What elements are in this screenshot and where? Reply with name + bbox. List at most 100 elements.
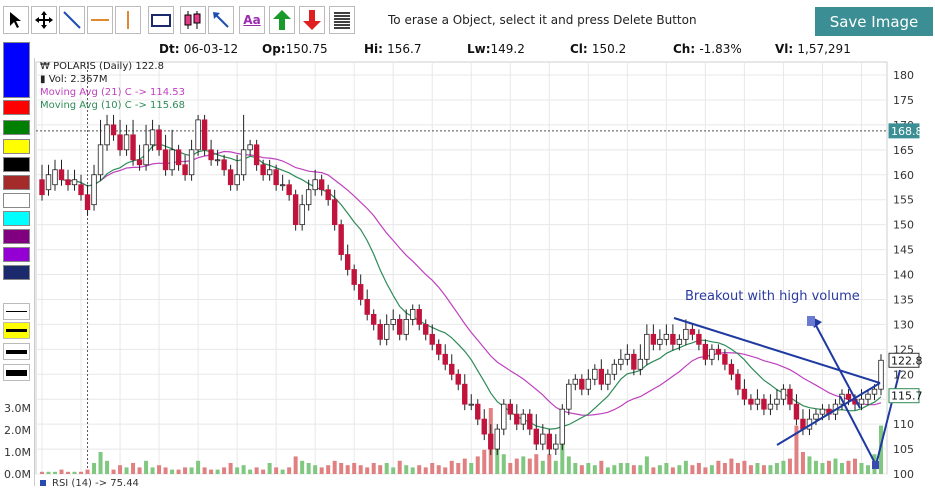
candle-down (221, 159, 227, 171)
volume-bar (79, 471, 84, 474)
ohlc-open: Op:150.75 (262, 42, 328, 56)
volume-bar (170, 469, 175, 474)
candle-up (45, 174, 52, 191)
horizontal-line-icon (91, 19, 109, 21)
volume-bar (222, 467, 227, 474)
color-swatch[interactable] (3, 193, 30, 208)
candle-down (689, 328, 696, 335)
color-swatch[interactable] (3, 247, 30, 262)
line-width-option[interactable] (3, 303, 30, 320)
volume-bar (40, 471, 44, 474)
volume-bar (391, 467, 396, 474)
save-image-button[interactable]: Save Image (815, 7, 933, 36)
volume-bar (566, 456, 571, 474)
candle-down (722, 353, 728, 365)
volume-bar (111, 469, 116, 474)
anchor-handle[interactable] (872, 461, 879, 469)
trendline-resistance[interactable] (673, 317, 881, 384)
lines-tool-button[interactable] (329, 6, 355, 34)
volume-bar (761, 465, 766, 474)
candle-up (195, 119, 201, 151)
candle-down (260, 164, 266, 176)
volume-bar (826, 460, 831, 474)
move-tool-button[interactable] (31, 6, 57, 34)
volume-bar (514, 458, 519, 474)
candle-up (871, 388, 878, 395)
color-swatch[interactable] (3, 211, 30, 226)
line-width-option[interactable] (3, 343, 30, 360)
vertical-line-tool-button[interactable] (115, 6, 141, 34)
y-axis-tick-label: 100 (893, 468, 914, 481)
color-swatch[interactable] (3, 139, 30, 154)
candle-down (325, 189, 331, 201)
volume-bar (683, 460, 688, 474)
color-swatch[interactable] (3, 265, 30, 280)
candle-down (449, 363, 455, 375)
sell-arrow-tool-button[interactable] (299, 6, 325, 34)
volume-bar (131, 463, 136, 474)
volume-bar (183, 467, 188, 474)
price-marker-label: 115.7 (891, 390, 923, 403)
candle-down (462, 383, 468, 405)
anchor-handle[interactable] (807, 316, 815, 326)
line-width-option[interactable] (3, 322, 30, 339)
buy-arrow-tool-button[interactable] (269, 6, 295, 34)
line-width-sample (6, 329, 27, 332)
color-swatch[interactable] (3, 120, 30, 135)
volume-bar (657, 465, 662, 474)
trendline-tool-button[interactable] (59, 6, 85, 34)
candle-up (234, 174, 240, 186)
volume-bar (423, 467, 428, 474)
volume-bar (397, 460, 402, 474)
volume-bar (879, 425, 883, 474)
breakout-arrow-line[interactable] (811, 317, 861, 409)
candle-down (481, 418, 487, 435)
volume-bar (280, 469, 285, 474)
candle-down (748, 398, 754, 405)
text-tool-button[interactable]: Aa (239, 6, 265, 34)
volume-bar (469, 463, 474, 474)
erase-hint: To erase a Object, select it and press D… (388, 13, 697, 27)
rectangle-tool-button[interactable] (148, 6, 174, 34)
candle-down (110, 124, 117, 136)
horizontal-line-tool-button[interactable] (87, 6, 113, 34)
color-swatch[interactable] (3, 100, 30, 115)
arrow-tool-button[interactable] (208, 6, 234, 34)
ma10-line (61, 143, 882, 430)
candle-up (501, 403, 507, 430)
volume-bar (729, 458, 734, 474)
volume-bar (774, 463, 779, 474)
breakout-annotation[interactable]: Breakout with high volume (685, 289, 860, 304)
candle-down (357, 284, 364, 300)
candle-down (318, 179, 325, 191)
candle-down (136, 159, 143, 166)
volume-bar (176, 469, 181, 474)
candle-down (273, 169, 279, 186)
line-width-option[interactable] (3, 364, 30, 381)
candle-down (442, 353, 448, 365)
volume-bar (215, 469, 220, 474)
color-swatch[interactable] (3, 229, 30, 244)
candle-tool-button[interactable] (180, 6, 206, 34)
pointer-tool-button[interactable] (3, 6, 29, 34)
volume-arrow-line-2[interactable] (875, 369, 901, 466)
candle-up (624, 353, 631, 360)
candle-up (559, 408, 566, 445)
volume-bar (306, 463, 311, 474)
color-swatch[interactable] (3, 42, 30, 98)
volume-bar (157, 465, 162, 474)
volume-bar (722, 463, 727, 474)
volume-bar (794, 425, 799, 474)
volume-bar (300, 460, 305, 474)
volume-bar (150, 467, 155, 474)
color-swatch[interactable] (3, 175, 30, 190)
candle-down (397, 318, 403, 335)
candle-up (266, 169, 273, 176)
candle-up (91, 174, 97, 206)
trendline-support[interactable] (776, 382, 881, 446)
color-swatch[interactable] (3, 157, 30, 172)
candle-up (169, 149, 175, 171)
volume-arrow-line[interactable] (839, 395, 877, 466)
volume-bar (813, 460, 818, 474)
y-axis-tick-label: 135 (893, 293, 914, 306)
